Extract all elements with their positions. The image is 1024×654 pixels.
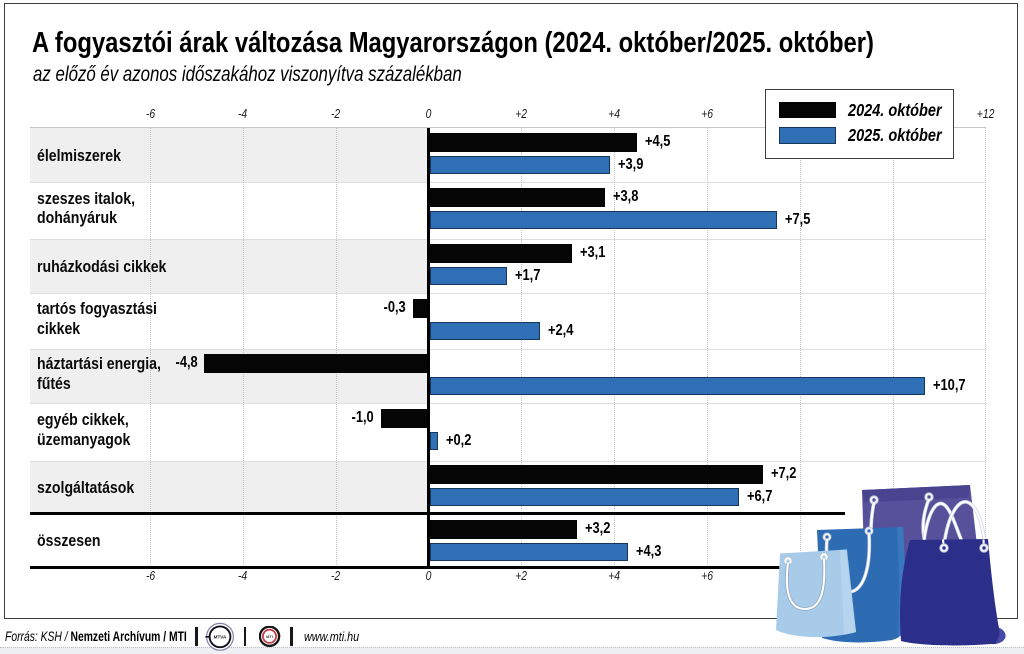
svg-text:MTVA: MTVA — [213, 634, 226, 639]
svg-text:MTI: MTI — [266, 634, 273, 639]
